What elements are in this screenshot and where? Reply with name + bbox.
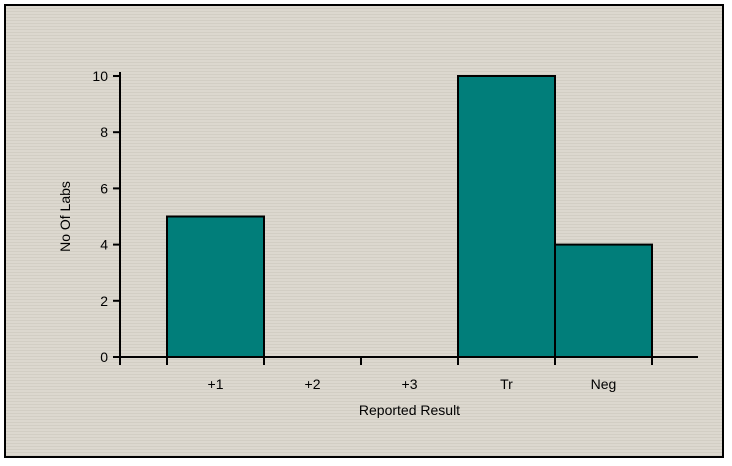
x-tick-label: Neg <box>591 376 617 392</box>
x-tick-label: Tr <box>500 376 513 392</box>
bar-Tr <box>457 75 556 358</box>
y-tick-label: 0 <box>100 349 108 365</box>
y-tick-label: 6 <box>100 180 108 196</box>
y-tick-label: 4 <box>100 237 108 253</box>
y-tick-label: 10 <box>92 68 108 84</box>
y-tick-label: 8 <box>100 124 108 140</box>
x-tick-label: +3 <box>402 376 418 392</box>
bar-+1 <box>166 215 265 358</box>
y-axis: 0 2 4 6 8 10 <box>92 68 121 365</box>
bar-Neg <box>554 243 653 359</box>
x-axis-label: Reported Result <box>359 402 460 418</box>
x-tick-label: +2 <box>305 376 321 392</box>
bars-group <box>166 75 653 359</box>
x-tick-label: +1 <box>208 376 224 392</box>
x-axis: +1 +2 +3 Tr Neg <box>119 356 698 392</box>
y-tick-label: 2 <box>100 293 108 309</box>
chart-frame <box>4 4 724 458</box>
y-axis-label: No Of Labs <box>57 181 73 252</box>
